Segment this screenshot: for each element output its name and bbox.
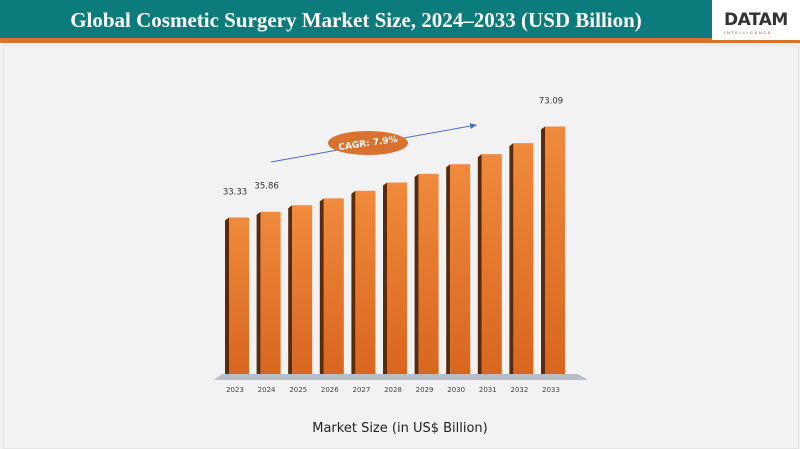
bar-side <box>319 198 324 374</box>
data-label: 35.86 <box>254 182 278 192</box>
bar-2029 <box>418 173 439 374</box>
cagr-badge <box>328 131 408 155</box>
bar-side <box>446 164 451 374</box>
bar-side <box>225 217 229 374</box>
x-tick-label: 2024 <box>258 386 276 394</box>
bar-side <box>509 143 514 374</box>
data-label: 33.33 <box>223 188 247 198</box>
header-bar <box>0 0 800 38</box>
bar-side <box>288 205 293 374</box>
bar-2030 <box>450 164 471 374</box>
bar-side <box>414 173 419 374</box>
page-title: Global Cosmetic Surgery Market Size, 202… <box>70 8 642 32</box>
bar-side <box>351 190 356 374</box>
x-tick-label: 2032 <box>510 386 528 394</box>
bar-2028 <box>387 182 407 374</box>
x-axis-title: Market Size (in US$ Billion) <box>312 421 488 436</box>
x-tick-label: 2027 <box>352 386 370 394</box>
data-label: 73.09 <box>539 96 563 106</box>
x-tick-label: 2030 <box>447 386 465 394</box>
x-tick-label: 2023 <box>226 386 244 394</box>
logo-subtext: INTELLIGENCE <box>724 30 773 35</box>
bar-2031 <box>481 154 502 374</box>
bar-2023 <box>229 217 249 374</box>
x-tick-label: 2033 <box>542 386 560 394</box>
x-tick-label: 2026 <box>321 386 339 394</box>
bar-side <box>256 211 261 374</box>
x-tick-label: 2029 <box>416 386 434 394</box>
logo-text: DATAM <box>724 10 788 30</box>
bar-2033 <box>545 126 565 374</box>
x-tick-label: 2028 <box>384 386 402 394</box>
bar-2026 <box>323 198 344 374</box>
accent-stripe <box>0 38 712 43</box>
chart-floor <box>214 374 588 380</box>
x-tick-label: 2025 <box>289 386 307 394</box>
bar-2024 <box>260 211 281 374</box>
bar-2025 <box>292 205 313 374</box>
x-tick-label: 2031 <box>479 386 497 394</box>
bar-side <box>383 182 387 374</box>
bar-side <box>541 126 545 374</box>
bar-side <box>477 154 482 374</box>
bar-2032 <box>513 143 534 374</box>
logo: DATAM INTELLIGENCE <box>712 0 800 43</box>
bar-2027 <box>355 190 376 374</box>
